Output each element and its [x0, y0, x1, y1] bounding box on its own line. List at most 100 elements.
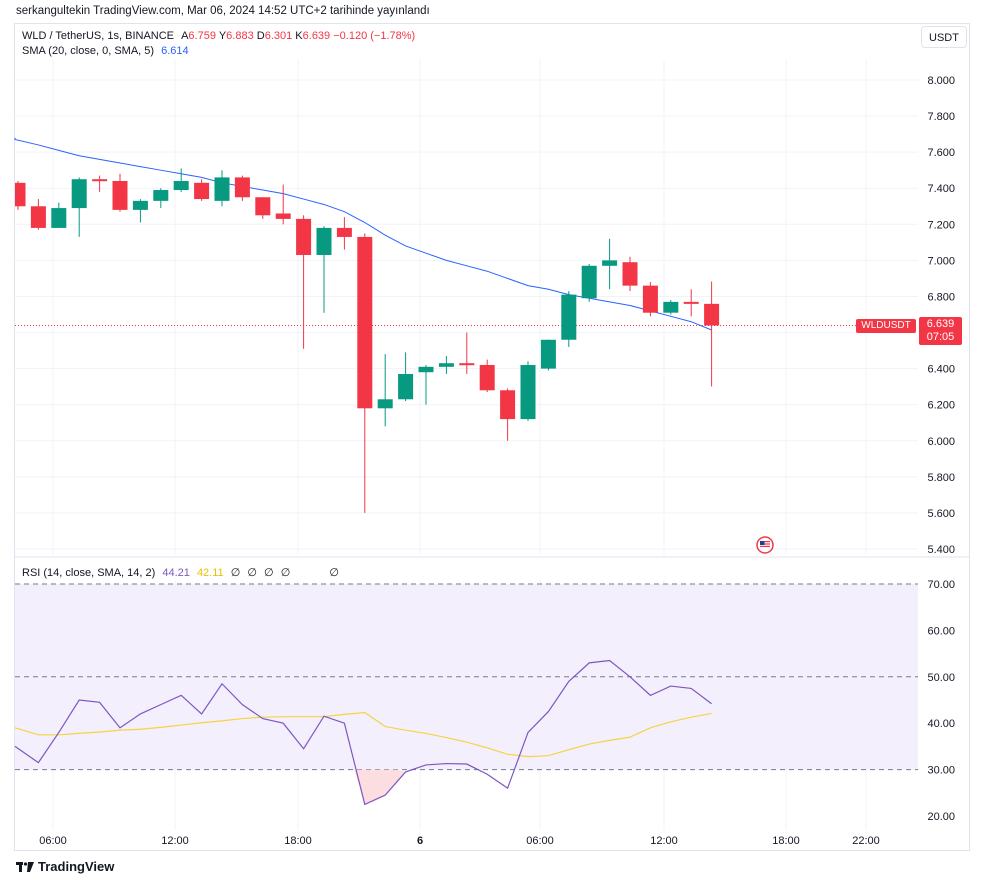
- y-tick-label: 5.600: [927, 508, 955, 520]
- rsi-y-tick-label: 30.00: [927, 765, 955, 777]
- y-tick-label: 8.000: [927, 75, 955, 87]
- rsi-line: [14, 659, 712, 806]
- us-flag-event-icon[interactable]: [756, 536, 774, 554]
- bullish-candle: [581, 263, 597, 302]
- open-label: A: [181, 30, 189, 42]
- bearish-candle: [92, 175, 108, 192]
- candle-body: [275, 213, 291, 219]
- candle-body: [316, 227, 332, 255]
- candle-body: [418, 366, 434, 373]
- candle-body: [234, 177, 250, 198]
- rsi-y-tick-label: 20.00: [927, 811, 955, 823]
- rsi-oversold-fill: [354, 769, 406, 805]
- rsi-ma-value: 42.11: [196, 567, 224, 579]
- tradingview-brand[interactable]: TradingView: [16, 859, 114, 874]
- x-tick-label: 18:00: [284, 835, 312, 847]
- bearish-candle: [275, 184, 291, 225]
- candle-body: [296, 218, 312, 255]
- sma-label[interactable]: SMA (20, close, 0, SMA, 5): [22, 45, 155, 57]
- candle-body: [71, 179, 87, 209]
- bullish-candle: [71, 177, 87, 237]
- high-label: Y: [218, 30, 227, 42]
- x-tick-label: 18:00: [772, 835, 800, 847]
- last-price-tag: 6.639 07:05: [919, 317, 962, 345]
- y-tick-label: 6.000: [927, 436, 955, 448]
- last-price-value: 6.639: [926, 318, 955, 330]
- candle-body: [30, 206, 46, 228]
- bearish-candle: [296, 215, 312, 349]
- candle-body: [15, 182, 26, 207]
- bullish-candle: [51, 202, 67, 228]
- publication-header: serkangultekin TradingView.com, Mar 06, …: [16, 5, 430, 17]
- na-value: ∅: [264, 567, 274, 579]
- y-tick-label: 6.800: [927, 291, 955, 303]
- na-value: ∅: [230, 567, 241, 579]
- candle-body: [602, 260, 618, 266]
- close-value: 6.639: [302, 30, 331, 42]
- bearish-candle: [336, 217, 352, 250]
- bullish-candle: [520, 361, 536, 421]
- na-value: ∅: [280, 567, 291, 579]
- bearish-candle: [30, 199, 46, 230]
- x-tick-label: 12:00: [161, 835, 189, 847]
- sma-value: 6.614: [161, 45, 189, 57]
- rsi-y-tick-label: 70.00: [927, 579, 955, 591]
- rsi-ma-line: [14, 711, 712, 758]
- bearish-candle: [357, 233, 373, 513]
- rsi-value: 44.21: [162, 567, 190, 579]
- bearish-candle: [15, 181, 26, 210]
- candle-body: [561, 294, 577, 340]
- y-tick-label: 7.600: [927, 147, 955, 159]
- candle-body: [622, 262, 638, 286]
- bullish-candle: [377, 354, 393, 427]
- candle-body: [520, 365, 536, 420]
- candle-body: [357, 236, 373, 409]
- candle-body: [540, 339, 556, 369]
- candle-body: [377, 399, 393, 409]
- candle-body: [336, 227, 352, 237]
- candle-body: [398, 374, 414, 400]
- candle-body: [581, 265, 597, 299]
- bearish-candle: [194, 179, 210, 201]
- low-label: D: [256, 30, 265, 42]
- tradingview-logo-icon: [16, 861, 34, 872]
- bullish-candle: [561, 291, 577, 347]
- bullish-candle: [153, 188, 169, 209]
- currency-button[interactable]: USDT: [921, 26, 967, 48]
- close-label: K: [295, 30, 303, 42]
- y-tick-label: 7.400: [927, 183, 955, 195]
- bullish-candle: [438, 355, 454, 375]
- bullish-candle: [663, 300, 679, 315]
- candle-body: [92, 179, 108, 182]
- bullish-candle: [316, 226, 332, 313]
- bearish-candle: [234, 175, 250, 201]
- main-legend: WLD / TetherUS, 1s, BINANCE A6.759 Y6.88…: [22, 30, 415, 42]
- candle-body: [479, 365, 495, 391]
- candle-body: [683, 301, 699, 304]
- na-value: ∅: [247, 567, 257, 579]
- x-tick-label: 12:00: [650, 835, 678, 847]
- bearish-candle: [459, 332, 475, 375]
- bearish-candle: [704, 281, 720, 387]
- rsi-y-tick-label: 50.00: [927, 672, 955, 684]
- candle-body: [663, 301, 679, 313]
- candle-body: [459, 363, 475, 366]
- bearish-candle: [622, 256, 638, 292]
- candle-body: [642, 285, 658, 313]
- x-tick-label: 06:00: [39, 835, 67, 847]
- candle-body: [255, 197, 271, 216]
- bearish-candle: [683, 289, 699, 317]
- y-tick-label: 5.400: [927, 544, 955, 556]
- change-value: −0.120 (−1.78%): [333, 30, 416, 42]
- symbol-label[interactable]: WLD / TetherUS, 1s, BINANCE: [22, 30, 175, 42]
- bullish-candle: [398, 352, 414, 402]
- x-tick-label: 6: [417, 835, 423, 847]
- chart-frame: [14, 23, 970, 851]
- rsi-y-tick-label: 40.00: [927, 718, 955, 730]
- bar-countdown: 07:05: [926, 331, 955, 343]
- candle-body: [173, 181, 189, 191]
- bullish-candle: [132, 199, 148, 223]
- brand-name: TradingView: [38, 859, 115, 874]
- rsi-label[interactable]: RSI (14, close, SMA, 14, 2): [22, 567, 156, 579]
